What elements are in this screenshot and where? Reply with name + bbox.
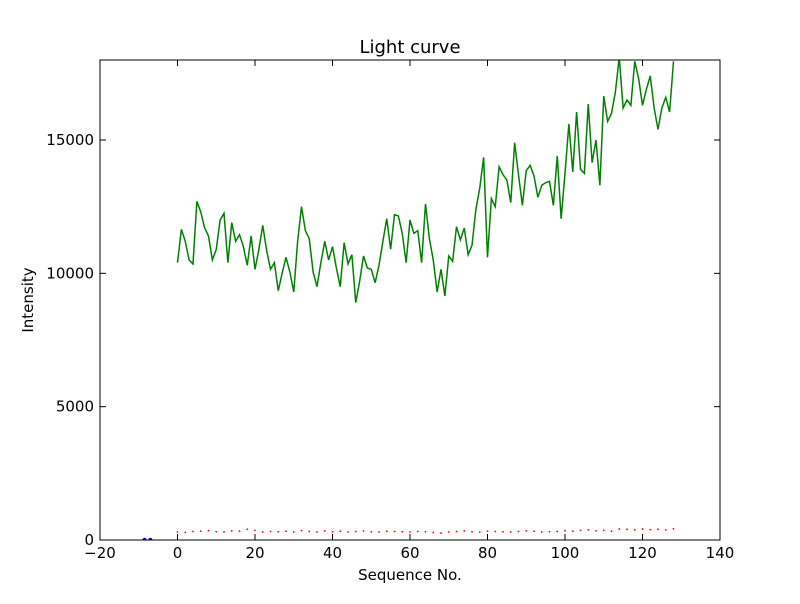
series-group [142,60,675,540]
x-tick-label: 100 [551,544,580,562]
y-tick-label: 10000 [46,264,94,282]
x-tick-label: 20 [245,544,264,562]
series-1-point [354,530,357,533]
chart-title: Light curve [359,37,460,58]
series-2-marker [148,537,153,540]
series-1-point [579,529,582,532]
series-1-point [657,528,659,531]
series-1-point [471,530,473,533]
series-1-point [385,530,388,533]
series-1-point [184,531,187,534]
series-2-marker [142,537,147,540]
series-1-point [486,530,489,533]
series-1-point [223,531,225,533]
series-1-point [207,529,210,532]
series-1-point [540,531,543,533]
series-1-point [323,530,326,532]
series-line-0 [176,60,675,303]
series-1-point [261,531,264,533]
series-1-point [432,531,435,534]
series-1-point [378,531,380,533]
x-tick-label: 120 [628,544,657,562]
series-1-point [308,530,311,533]
series-1-point [595,530,597,532]
series-1-point [641,528,644,530]
series-1-point [416,530,419,533]
x-tick-label: −20 [84,544,116,562]
series-1-point [192,530,194,533]
series-1-point [602,529,605,532]
series-1-point [339,530,342,533]
series-1-point [618,528,621,530]
series-1-point [254,529,256,532]
series-1-point [633,528,636,531]
series-1-point [424,530,427,533]
series-1-point [649,528,652,531]
x-tick-label: 40 [323,544,342,562]
series-1-point [238,530,241,533]
series-1-point [440,532,442,534]
x-tick-label: 80 [478,544,497,562]
x-tick-label: 0 [173,544,183,562]
series-1-point [502,530,504,533]
series-1-point [478,531,481,533]
series-1-point [269,530,272,533]
series-1-point [362,530,365,532]
series-1-point [447,531,450,533]
series-1-point [664,528,667,531]
series-1-point [370,530,373,533]
series-1-point [672,527,675,530]
series-1-point [230,530,233,532]
y-tick-label: 0 [84,531,94,549]
series-1-point [331,530,334,533]
series-1-point [610,530,613,533]
series-1-point [347,531,349,533]
series-1-point [401,530,404,533]
series-1-point [300,529,303,532]
series-1-point [517,530,520,533]
series-1-point [556,530,559,533]
series-1-point [455,530,458,533]
series-1-point [215,530,218,533]
y-axis-label: Intensity [19,267,37,332]
axes-frame [99,59,721,541]
series-1-point [292,531,295,533]
series-1-point [564,529,566,532]
x-tick-label: 140 [706,544,735,562]
series-1-point [316,531,318,533]
series-1-point [533,530,535,533]
y-tick-label: 5000 [56,398,94,416]
series-1-point [626,528,628,531]
series-1-point [277,530,280,533]
series-1-point [494,530,497,533]
x-tick-label: 60 [400,544,419,562]
y-tick-label: 15000 [46,131,94,149]
series-1-point [571,530,574,533]
series-1-point [393,530,396,533]
series-1-point [525,530,528,532]
series-1-point [509,531,512,533]
series-1-point [246,528,249,531]
x-axis-label: Sequence No. [358,566,462,584]
series-1-point [587,528,590,531]
series-1-point [176,531,179,533]
series-1-point [463,530,466,532]
series-1-point [199,530,202,533]
series-1-point [548,530,551,533]
series-1-point [285,530,287,533]
series-1-point [409,531,411,533]
